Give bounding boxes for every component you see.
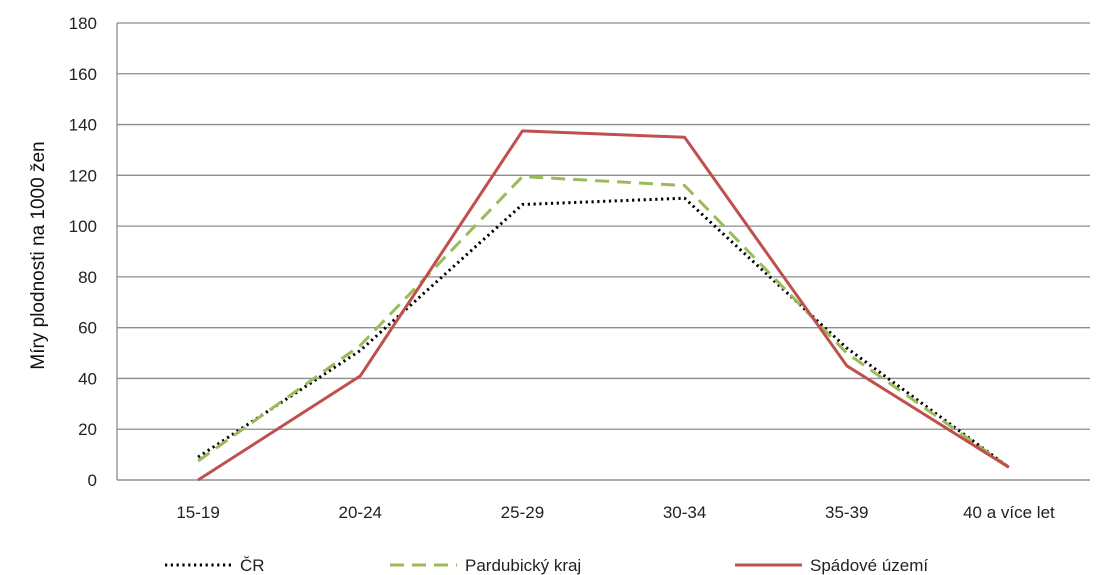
- y-tick-label: 20: [78, 420, 97, 439]
- y-tick-label: 80: [78, 268, 97, 287]
- y-tick-label: 140: [69, 116, 97, 135]
- y-tick-label: 180: [69, 14, 97, 33]
- y-tick-label: 60: [78, 319, 97, 338]
- x-axis: 15-19 20-24 25-29 30-34 35-39 40 a více let: [117, 480, 1090, 522]
- y-tick-label: 40: [78, 369, 97, 388]
- legend: ČR Pardubický kraj Spádové území: [165, 556, 928, 575]
- x-tick-label: 35-39: [825, 503, 868, 522]
- y-tick-label: 160: [69, 65, 97, 84]
- series-line-2: [198, 131, 1009, 480]
- y-tick-label: 100: [69, 217, 97, 236]
- x-tick-label: 30-34: [663, 503, 706, 522]
- x-tick-label: 40 a více let: [963, 503, 1055, 522]
- y-tick-label: 120: [69, 166, 97, 185]
- gridlines: [117, 23, 1090, 480]
- series-lines: [198, 131, 1009, 480]
- legend-label: Spádové území: [810, 556, 928, 575]
- legend-label: ČR: [240, 556, 265, 575]
- legend-label: Pardubický kraj: [465, 556, 581, 575]
- y-axis-title: Míry plodnosti na 1000 žen: [28, 141, 49, 369]
- series-line-0: [198, 198, 1009, 467]
- y-tick-label: 0: [88, 471, 97, 490]
- x-tick-label: 15-19: [176, 503, 219, 522]
- x-tick-label: 25-29: [501, 503, 544, 522]
- y-axis: 0 20 40 60 80 100 120 140 160 180: [69, 14, 117, 490]
- x-tick-label: 20-24: [339, 503, 382, 522]
- series-line-1: [198, 177, 1009, 468]
